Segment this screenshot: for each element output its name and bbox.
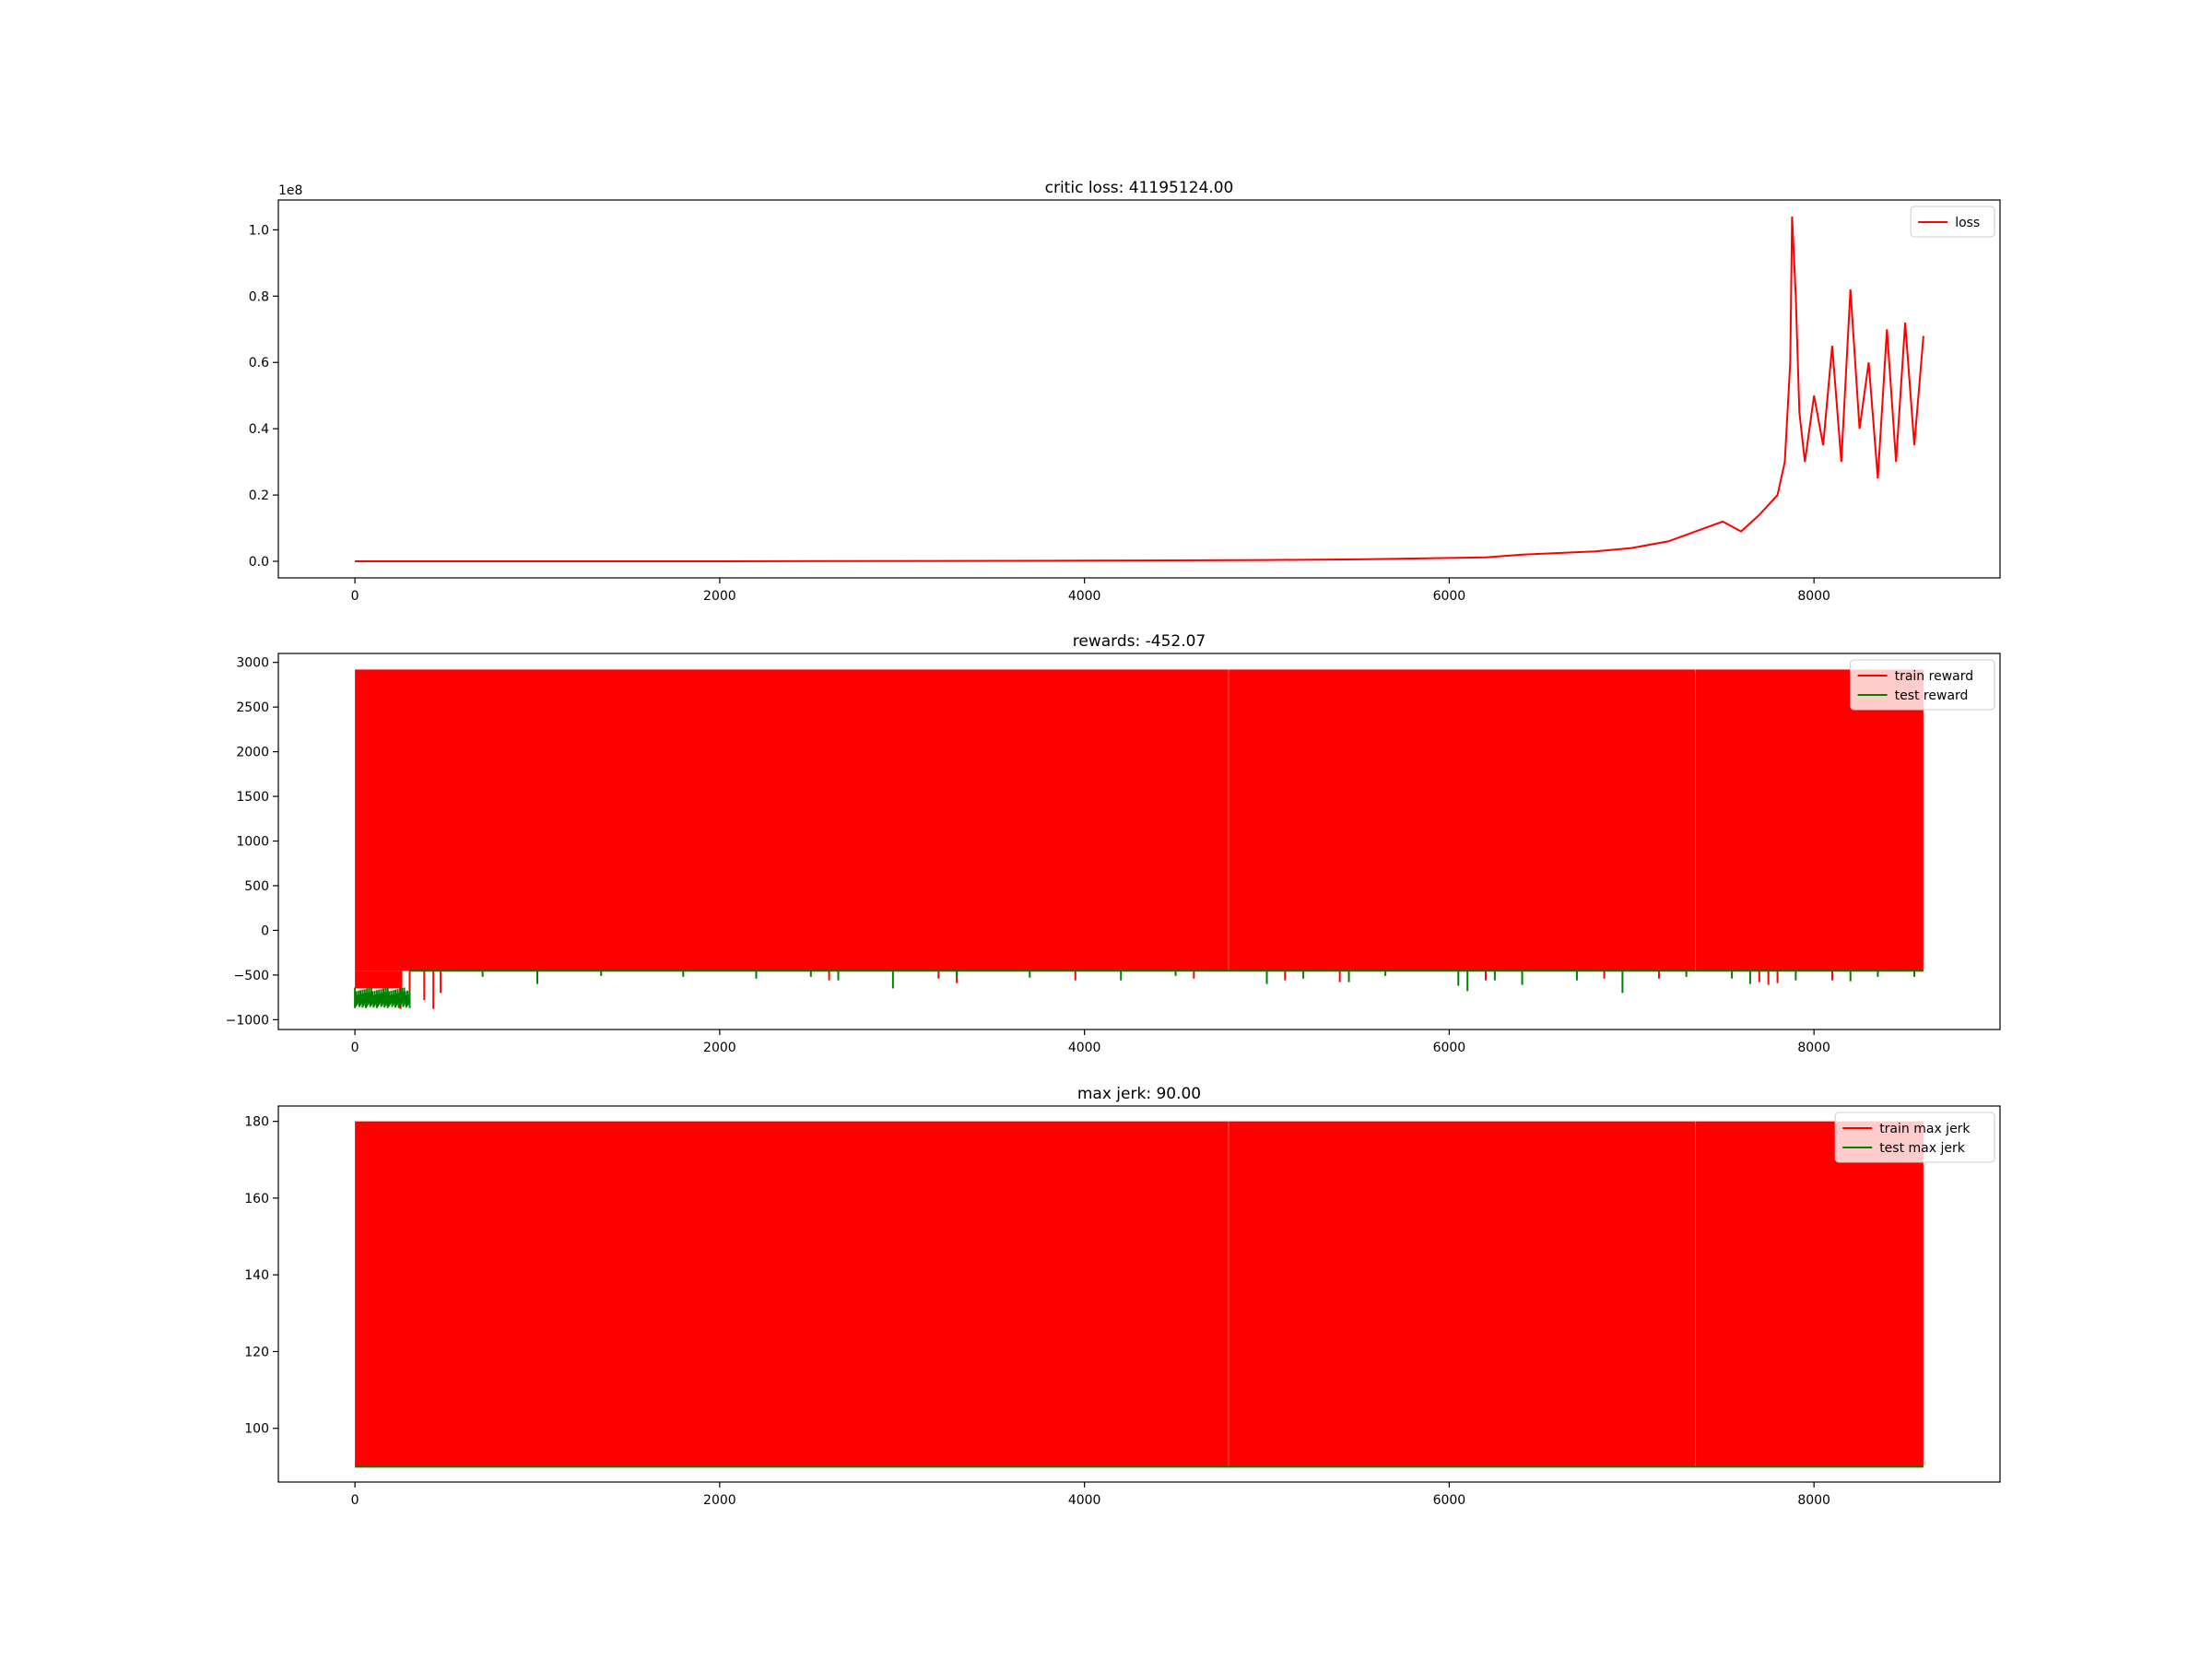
y-tick-label: 500: [244, 879, 269, 894]
y-tick-label: 160: [244, 1192, 269, 1206]
max-jerk-plot: 0 2000 4000 6000 8000 100 120 140 160 180 max jerk…: [244, 1085, 2001, 1508]
x-tick-label: 4000: [1068, 1041, 1101, 1055]
legend-label-test-reward: test reward: [1895, 688, 1969, 703]
data-layer: [355, 216, 1924, 562]
x-tick-label: 2000: [703, 589, 736, 604]
legend-label-test-max-jerk: test max jerk: [1879, 1141, 1966, 1156]
y-tick-label: 1.0: [249, 223, 269, 238]
x-tick-label: 6000: [1433, 589, 1466, 604]
y-tick-label: 0.0: [249, 555, 269, 570]
y-tick-label: 1000: [236, 835, 269, 850]
y-tick-label: 3000: [236, 656, 269, 671]
y-tick-label: 120: [244, 1345, 269, 1359]
y-tick-label: 100: [244, 1422, 269, 1437]
x-tick-label: 2000: [703, 1041, 736, 1055]
y-tick-label: −1000: [226, 1013, 269, 1028]
y-tick-label: 0.4: [249, 422, 269, 437]
x-tick-label: 0: [351, 589, 359, 604]
y-tick-label: 0.8: [249, 289, 269, 304]
legend-label-train-reward: train reward: [1895, 669, 1974, 684]
plot-title: max jerk: 90.00: [1077, 1085, 1201, 1103]
x-tick-label: 0: [351, 1041, 359, 1055]
x-tick-label: 8000: [1797, 589, 1830, 604]
series-train-max-jerk-band: [355, 1121, 1924, 1467]
y-tick-label: 0: [261, 924, 269, 938]
plot-title: rewards: -452.07: [1073, 632, 1206, 651]
series-train-reward-early-low: [355, 971, 403, 989]
critic-loss-plot: 0 2000 4000 6000 8000 0.0 0.2 0.4 0.6 0.8 1.0 1e8 cr…: [249, 179, 2001, 604]
y-tick-label: 1500: [236, 790, 269, 805]
legend-box: [1850, 659, 1995, 711]
series-train-reward-band: [355, 669, 1924, 971]
y-tick-label: 0.6: [249, 356, 269, 371]
x-tick-label: 6000: [1433, 1493, 1466, 1508]
legend: train max jerk test max jerk: [1834, 1112, 1995, 1163]
data-layer: [355, 1121, 1924, 1468]
x-tick-label: 4000: [1068, 589, 1101, 604]
x-tick-label: 6000: [1433, 1041, 1466, 1055]
x-tick-label: 8000: [1797, 1493, 1830, 1508]
y-offset-text: 1e8: [278, 183, 302, 198]
y-tick-label: 2000: [236, 746, 269, 760]
data-layer: [354, 669, 1924, 1009]
legend: train reward test reward: [1850, 659, 1995, 711]
legend-box: [1910, 206, 1995, 238]
legend-label-train-max-jerk: train max jerk: [1879, 1122, 1971, 1136]
x-tick-label: 4000: [1068, 1493, 1101, 1508]
axes-frame: [277, 199, 2001, 579]
legend-label-loss: loss: [1955, 216, 1980, 230]
y-tick-label: 0.2: [249, 488, 269, 503]
plot-title: critic loss: 41195124.00: [1045, 179, 1234, 197]
x-tick-label: 8000: [1797, 1041, 1830, 1055]
legend: loss: [1910, 206, 1995, 238]
y-tick-label: 180: [244, 1115, 269, 1130]
y-tick-label: 2500: [236, 700, 269, 715]
x-tick-label: 2000: [703, 1493, 736, 1508]
legend-box: [1834, 1112, 1995, 1163]
series-test-reward-early-block: [354, 987, 411, 1008]
y-tick-label: 140: [244, 1268, 269, 1283]
y-tick-label: −500: [234, 969, 269, 983]
rewards-plot: 0 2000 4000 6000 8000 −1000 −500 0 500 1000 1500 20…: [226, 632, 2001, 1055]
series-loss-line: [355, 216, 1924, 562]
x-tick-label: 0: [351, 1493, 359, 1508]
axes-frame: [277, 1105, 2001, 1483]
